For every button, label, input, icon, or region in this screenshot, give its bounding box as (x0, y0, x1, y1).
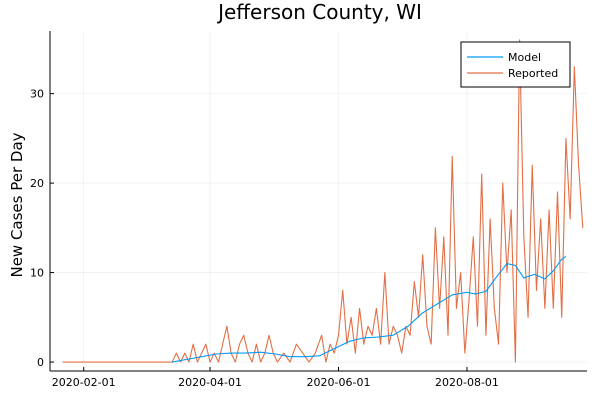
y-tick-label: 10 (30, 267, 44, 280)
legend-box (460, 41, 571, 88)
y-tick-label: 20 (30, 177, 44, 190)
series-lines (62, 39, 584, 363)
chart-title: Jefferson County, WI (216, 0, 422, 24)
x-tick-label: 2020-04-01 (178, 376, 242, 389)
y-tick-label: 30 (30, 88, 44, 101)
series-line-model (172, 256, 567, 363)
x-tick-label: 2020-08-01 (435, 376, 499, 389)
axes (49, 31, 587, 372)
legend-label-reported: Reported (508, 67, 558, 80)
x-tick-label: 2020-06-01 (307, 376, 371, 389)
x-tick-label: 2020-02-01 (52, 376, 116, 389)
series-line-reported (62, 39, 584, 363)
tick-labels: 2020-02-01 2020-04-01 2020-06-01 2020-08-01… (30, 88, 499, 389)
y-tick-label: 0 (37, 356, 44, 369)
legend-label-model: Model (508, 51, 541, 64)
legend: Model Reported (460, 41, 571, 88)
y-axis-label: New Cases Per Day (8, 132, 26, 277)
